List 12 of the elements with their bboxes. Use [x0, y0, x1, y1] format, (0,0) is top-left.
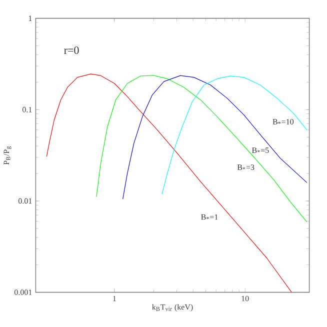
y-tick-label: 0.001 — [14, 290, 32, 296]
annotation: r=0 — [64, 46, 79, 54]
x-tick-label: 10 — [242, 296, 249, 302]
y-tick-label: 0.01 — [18, 198, 32, 204]
y-tick-label: 1 — [28, 16, 32, 21]
series-label: B$_{*}$=5 — [252, 148, 269, 153]
y-tick-label: 0.1 — [22, 106, 32, 112]
series-label: B$_{*}$=3 — [237, 164, 254, 170]
x-axis-title: k$_{B}$T$_{vir}$ (keV) — [152, 304, 193, 312]
series-label: B$_{*}$=10 — [272, 119, 294, 124]
y-axis-title: P$_{B}$/P$_{g}$ — [4, 146, 12, 165]
series-label: B$_{*}$=1 — [201, 214, 218, 220]
